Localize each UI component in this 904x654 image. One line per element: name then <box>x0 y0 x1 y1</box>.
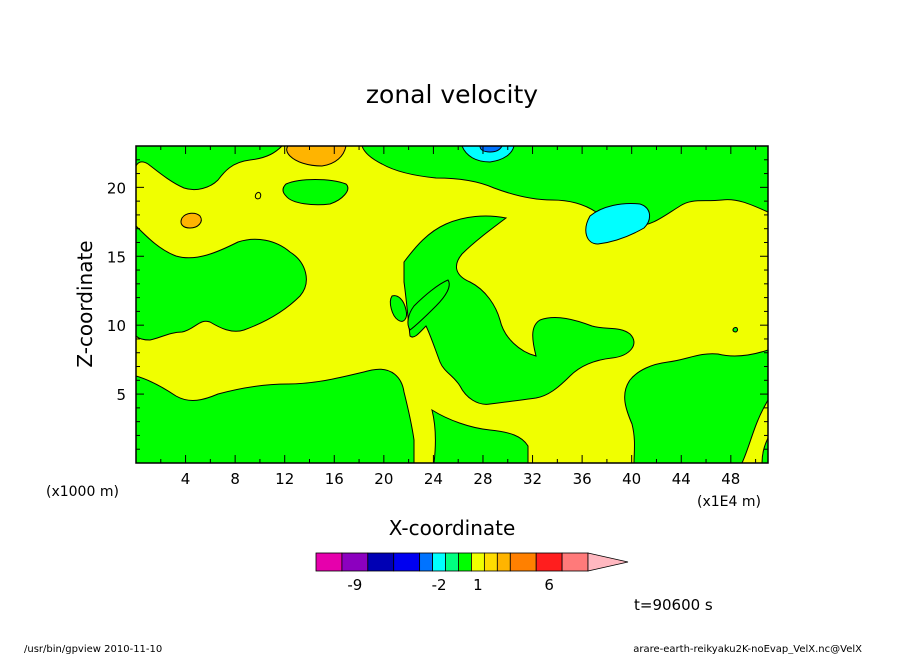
orange-island-left <box>180 212 202 229</box>
dot-marker-right <box>732 327 738 333</box>
x-unit-note: (x1E4 m) <box>697 494 761 510</box>
colorbar-segment <box>535 552 563 572</box>
colorbar-segment <box>419 552 433 572</box>
x-axis: 4 8 12 16 20 24 28 32 36 40 44 48 <box>160 146 757 488</box>
chart-title: zonal velocity <box>366 80 538 109</box>
x-tick-label: 20 <box>374 470 393 488</box>
y-unit-note: (x1000 m) <box>46 484 119 500</box>
dot-marker-left <box>254 191 262 200</box>
x-tick-label: 40 <box>622 470 641 488</box>
green-region-bottom-center-2 <box>431 408 529 463</box>
x-tick-label: 8 <box>230 470 240 488</box>
x-tick-label: 36 <box>573 470 592 488</box>
colorbar-segment <box>445 552 459 572</box>
green-island-slash <box>407 279 450 331</box>
green-island-upper <box>282 179 349 206</box>
orange-region-top <box>286 146 347 167</box>
cyan-region-right <box>585 203 650 245</box>
green-region-top-left <box>136 146 283 191</box>
x-tick-label: 28 <box>473 470 492 488</box>
plot-frame <box>135 145 769 464</box>
colorbar-segment <box>471 552 485 572</box>
x-tick-label: 4 <box>181 470 191 488</box>
y-tick-label: 15 <box>107 248 126 266</box>
green-region-top-center <box>361 146 768 227</box>
contour-field <box>136 146 768 463</box>
y-axis: 5 10 15 20 <box>107 159 768 450</box>
x-tick-label: 12 <box>275 470 294 488</box>
footer-right: arare-earth-reikyaku2K-noEvap_VelX.nc@Ve… <box>633 644 862 654</box>
colorbar-label: -9 <box>347 576 362 594</box>
colorbar-segment <box>432 552 446 572</box>
colorbar-segment <box>496 552 511 572</box>
colorbar-segment <box>561 552 589 572</box>
colorbar-segment <box>509 552 537 572</box>
x-tick-label: 16 <box>325 470 344 488</box>
colorbar-overflow-arrow <box>587 552 629 572</box>
green-region-bottom-right <box>624 349 768 463</box>
colorbar-segment <box>367 552 395 572</box>
colorbar-segment <box>483 552 498 572</box>
colorbar-segment <box>315 552 343 572</box>
colorbar-label: 1 <box>473 576 483 594</box>
colorbar-label: -2 <box>432 576 447 594</box>
y-tick-label: 5 <box>116 386 126 404</box>
green-region-bottom-center <box>403 215 635 405</box>
time-annotation: t=90600 s <box>634 596 713 614</box>
colorbar-label: 6 <box>544 576 554 594</box>
x-tick-label: 24 <box>424 470 443 488</box>
y-axis-label: Z-coordinate <box>73 240 97 367</box>
x-tick-label: 48 <box>721 470 740 488</box>
x-tick-label: 44 <box>672 470 691 488</box>
colorbar-segment <box>458 552 472 572</box>
green-island-left <box>389 295 407 322</box>
colorbar-segment <box>393 552 421 572</box>
green-region-right-edge-bottom <box>761 437 768 463</box>
green-region-middle-left <box>136 225 307 341</box>
colorbar-segment <box>341 552 369 572</box>
colorbar: -9 -2 1 6 <box>315 552 629 594</box>
footer-left: /usr/bin/gpview 2010-11-10 <box>24 644 162 654</box>
cyan-region-top <box>461 146 515 163</box>
x-tick-label: 32 <box>523 470 542 488</box>
x-axis-label: X-coordinate <box>389 516 516 540</box>
y-tick-label: 10 <box>107 317 126 335</box>
green-region-lower-left <box>136 368 415 463</box>
y-tick-label: 20 <box>107 179 126 197</box>
blue-core-top <box>479 146 503 153</box>
